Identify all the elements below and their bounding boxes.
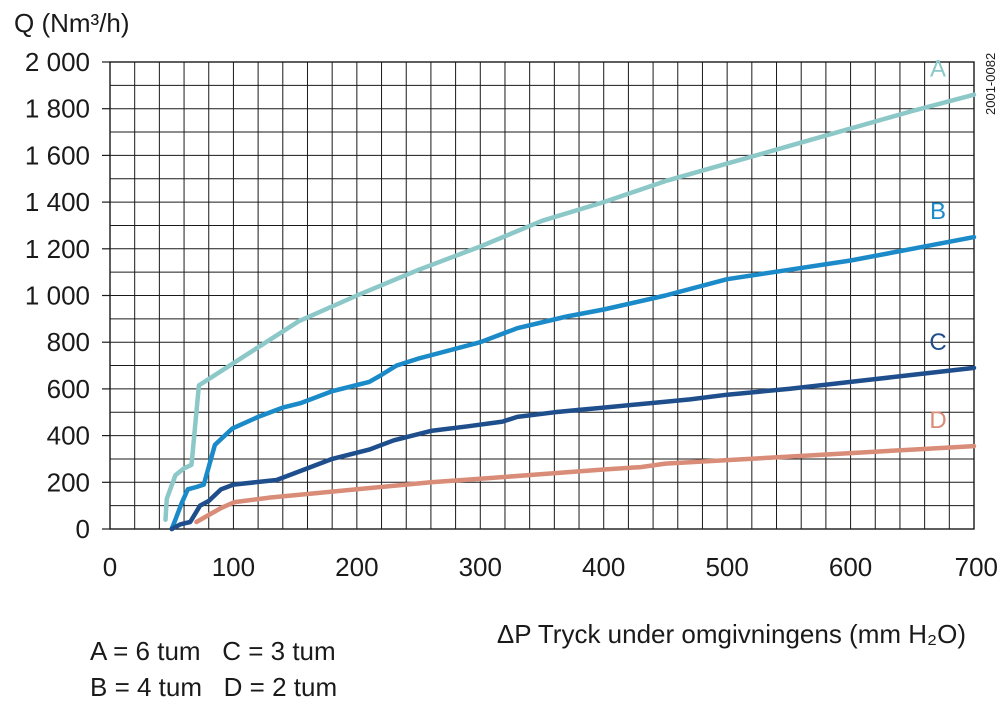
y-tick-label: 1 600 [25,140,90,170]
y-tick-label: 1 200 [25,234,90,264]
y-tick-labels: 0 200 400 600 800 1 000 1 200 1 400 1 600 1 800 2 … [25,47,90,544]
x-axis-title: ΔP Tryck under omgivningens (mm H₂O) [497,619,966,649]
y-tick-label: 200 [47,467,90,497]
series-layer [163,92,977,532]
legend-note-1: A = 6 tum C = 3 tum [90,636,336,666]
series-label-a: A [930,56,946,83]
y-tick-label: 1 800 [25,94,90,124]
y-tick-label: 2 000 [25,47,90,77]
series-label-d: D [929,407,946,434]
x-tick-label: 0 [103,552,117,582]
series-line-b [169,234,977,532]
x-tick-label: 500 [705,552,748,582]
y-axis-title: Q (Nm³/h) [14,8,130,38]
x-tick-label: 200 [335,552,378,582]
series-label-c: C [929,329,946,356]
y-tick-label: 800 [47,327,90,357]
y-tick-label: 1 000 [25,281,90,311]
legend-note-2: B = 4 tum D = 2 tum [90,672,338,702]
x-tick-label: 300 [459,552,502,582]
series-label-b: B [930,198,946,225]
y-tick-label: 1 400 [25,187,90,217]
x-tick-label: 100 [212,552,255,582]
figure-code: 2001-0082 [983,53,998,115]
series-line-a [163,92,977,522]
series-line-c [169,365,977,532]
series-labels: A B C D [929,56,946,434]
x-tick-label: 400 [582,552,625,582]
plot-frame [109,61,975,530]
y-tick-label: 600 [47,374,90,404]
grid [102,61,975,530]
x-tick-labels: 0 100 200 300 400 500 600 700 [103,552,998,582]
x-tick-label: 600 [829,552,872,582]
series-line-d [194,443,977,525]
x-tick-label: 700 [955,552,998,582]
y-tick-label: 0 [76,514,90,544]
y-tick-label: 400 [47,421,90,451]
